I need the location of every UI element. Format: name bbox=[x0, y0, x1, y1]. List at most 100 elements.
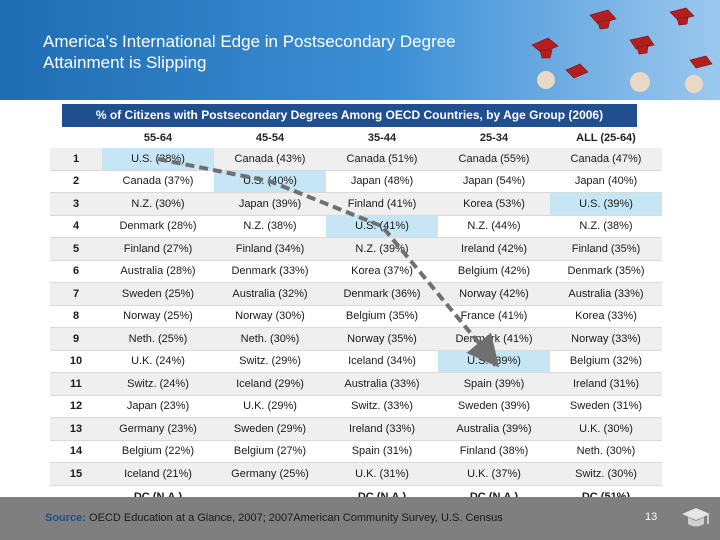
table-row: 1 U.S. (38%) Canada (43%) Canada (51%) Canad… bbox=[50, 148, 662, 171]
rankings-table: 55-64 45-54 35-44 25-34 ALL (25-64) 1 U.S… bbox=[50, 127, 662, 508]
table-cell: Belgium (22%) bbox=[102, 440, 214, 463]
table-cell: Finland (27%) bbox=[102, 237, 214, 261]
table-cell: Denmark (41%) bbox=[438, 327, 550, 351]
table-cell: Norway (33%) bbox=[550, 327, 662, 351]
table-row: 4 Denmark (28%) N.Z. (38%) U.S. (41%) N.Z. (… bbox=[50, 215, 662, 238]
column-header bbox=[50, 127, 102, 148]
table-cell: Australia (32%) bbox=[214, 282, 326, 306]
column-header: 35-44 bbox=[326, 127, 438, 148]
table-row: 9 Neth. (25%) Neth. (30%) Norway (35%) Denma… bbox=[50, 327, 662, 351]
table-cell: N.Z. (38%) bbox=[214, 215, 326, 238]
rank-cell: 8 bbox=[50, 305, 102, 328]
table-cell: U.K. (29%) bbox=[214, 395, 326, 418]
table-cell: Iceland (21%) bbox=[102, 462, 214, 486]
table-cell: N.Z. (44%) bbox=[438, 215, 550, 238]
table-cell: Ireland (33%) bbox=[326, 417, 438, 441]
table-cell: Belgium (42%) bbox=[438, 260, 550, 283]
table-row: 2 Canada (37%) U.S. (40%) Japan (48%) Japan … bbox=[50, 170, 662, 193]
rank-cell: 10 bbox=[50, 350, 102, 373]
table-cell: N.Z. (30%) bbox=[102, 192, 214, 216]
rank-cell: 6 bbox=[50, 260, 102, 283]
table-cell: Denmark (36%) bbox=[326, 282, 438, 306]
table-cell: Korea (37%) bbox=[326, 260, 438, 283]
table-row: 6 Australia (28%) Denmark (33%) Korea (37%)… bbox=[50, 260, 662, 283]
us-highlight-cell: U.S. (40%) bbox=[214, 170, 326, 193]
table-cell: Canada (47%) bbox=[550, 148, 662, 171]
table-cell: Germany (23%) bbox=[102, 417, 214, 441]
column-header: ALL (25-64) bbox=[550, 127, 662, 148]
table-cell: Japan (39%) bbox=[214, 192, 326, 216]
rank-cell: 12 bbox=[50, 395, 102, 418]
column-header: 25-34 bbox=[438, 127, 550, 148]
rank-cell: 5 bbox=[50, 237, 102, 261]
table-cell: N.Z. (39%) bbox=[326, 237, 438, 261]
table-cell: Canada (37%) bbox=[102, 170, 214, 193]
table-cell: Sweden (25%) bbox=[102, 282, 214, 306]
header-banner: America’s International Edge in Postseco… bbox=[0, 0, 720, 100]
table-cell: Neth. (25%) bbox=[102, 327, 214, 351]
table-row: 13 Germany (23%) Sweden (29%) Ireland (33%)… bbox=[50, 417, 662, 441]
source-label: Source: bbox=[45, 512, 86, 524]
table-cell: Switz. (33%) bbox=[326, 395, 438, 418]
table-cell: Norway (30%) bbox=[214, 305, 326, 328]
graduation-caps-icon bbox=[531, 7, 713, 93]
column-header: 45-54 bbox=[214, 127, 326, 148]
table-row: 7 Sweden (25%) Australia (32%) Denmark (36%… bbox=[50, 282, 662, 306]
table-row: 3 N.Z. (30%) Japan (39%) Finland (41%) Korea… bbox=[50, 192, 662, 216]
rank-cell: 14 bbox=[50, 440, 102, 463]
rank-cell: 4 bbox=[50, 215, 102, 238]
table-cell: Australia (39%) bbox=[438, 417, 550, 441]
table-cell: Sweden (39%) bbox=[438, 395, 550, 418]
table-cell: Ireland (31%) bbox=[550, 372, 662, 396]
table-cell: Germany (25%) bbox=[214, 462, 326, 486]
page-number: 13 bbox=[645, 511, 658, 523]
table-cell: Spain (39%) bbox=[438, 372, 550, 396]
table-cell: Finland (38%) bbox=[438, 440, 550, 463]
table-cell: Denmark (33%) bbox=[214, 260, 326, 283]
table-cell: Switz. (29%) bbox=[214, 350, 326, 373]
table-cell: Finland (34%) bbox=[214, 237, 326, 261]
table-cell: Sweden (29%) bbox=[214, 417, 326, 441]
rank-cell: 13 bbox=[50, 417, 102, 441]
us-highlight-cell: U.S. (39%) bbox=[438, 350, 550, 373]
table-cell: Iceland (34%) bbox=[326, 350, 438, 373]
table-row: 15 Iceland (21%) Germany (25%) U.K. (31%) U.… bbox=[50, 462, 662, 486]
table-cell: Norway (42%) bbox=[438, 282, 550, 306]
table-caption: % of Citizens with Postsecondary Degrees… bbox=[62, 104, 637, 127]
us-highlight-cell: U.S. (38%) bbox=[102, 148, 214, 171]
table-cell: Sweden (31%) bbox=[550, 395, 662, 418]
table-cell: U.K. (31%) bbox=[326, 462, 438, 486]
table-cell: Japan (23%) bbox=[102, 395, 214, 418]
table-row: 5 Finland (27%) Finland (34%) N.Z. (39%) Ire… bbox=[50, 237, 662, 261]
table-cell: Spain (31%) bbox=[326, 440, 438, 463]
table-cell: Neth. (30%) bbox=[214, 327, 326, 351]
table-cell: Belgium (35%) bbox=[326, 305, 438, 328]
source-note: Source: OECD Education at a Glance, 2007… bbox=[45, 512, 503, 524]
table-row: 10 U.K. (24%) Switz. (29%) Iceland (34%) U.S… bbox=[50, 350, 662, 373]
table-cell: Iceland (29%) bbox=[214, 372, 326, 396]
table-cell: Norway (25%) bbox=[102, 305, 214, 328]
table-cell: U.K. (30%) bbox=[550, 417, 662, 441]
table-row: 12 Japan (23%) U.K. (29%) Switz. (33%) Swede… bbox=[50, 395, 662, 418]
rank-cell: 9 bbox=[50, 327, 102, 351]
slide-title: America’s International Edge in Postseco… bbox=[43, 32, 456, 72]
table-cell: Australia (33%) bbox=[326, 372, 438, 396]
graduation-cap-icon bbox=[682, 508, 710, 527]
table-cell: Switz. (24%) bbox=[102, 372, 214, 396]
rank-cell: 2 bbox=[50, 170, 102, 193]
table-cell: Ireland (42%) bbox=[438, 237, 550, 261]
table-row: 11 Switz. (24%) Iceland (29%) Australia (33… bbox=[50, 372, 662, 396]
table-cell: Japan (54%) bbox=[438, 170, 550, 193]
table-row: 8 Norway (25%) Norway (30%) Belgium (35%) Fr… bbox=[50, 305, 662, 328]
table-cell: Canada (51%) bbox=[326, 148, 438, 171]
table-cell: U.K. (24%) bbox=[102, 350, 214, 373]
rank-cell: 3 bbox=[50, 192, 102, 216]
table-cell: Neth. (30%) bbox=[550, 440, 662, 463]
table-header-row: 55-64 45-54 35-44 25-34 ALL (25-64) bbox=[50, 127, 662, 148]
table-cell: Japan (40%) bbox=[550, 170, 662, 193]
table-cell: Belgium (27%) bbox=[214, 440, 326, 463]
source-text: OECD Education at a Glance, 2007; 2007Am… bbox=[89, 512, 503, 524]
column-header: 55-64 bbox=[102, 127, 214, 148]
footer-bar: Source: OECD Education at a Glance, 2007… bbox=[0, 497, 720, 540]
